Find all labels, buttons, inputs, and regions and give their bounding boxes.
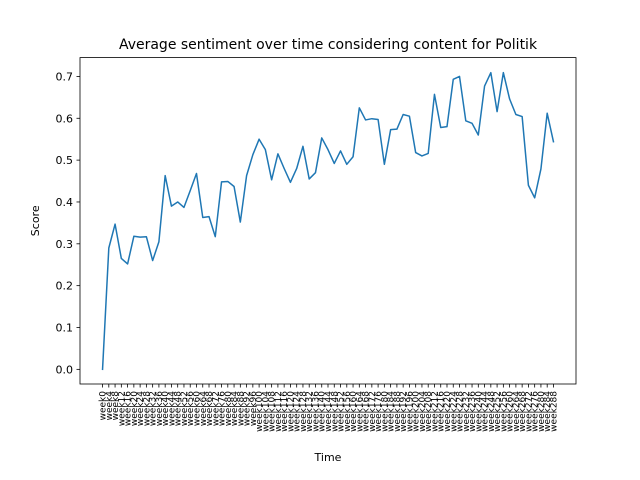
x-tick-label: week60 [192, 391, 202, 426]
y-tick-label: 0.0 [56, 363, 74, 376]
x-tick-label: week116 [280, 391, 290, 432]
x-tick-label: week68 [205, 391, 215, 426]
x-tick-label: week168 [362, 391, 372, 432]
x-tick-label: week240 [474, 391, 484, 432]
x-tick-label: week48 [174, 391, 184, 426]
x-tick-label: week76 [218, 391, 228, 426]
x-tick-label: week152 [337, 391, 347, 432]
x-tick-label: week196 [405, 391, 415, 432]
x-tick-label: week80 [224, 391, 234, 426]
x-tick-label: week164 [355, 391, 365, 432]
x-tick-label: week248 [487, 391, 497, 432]
y-tick-label: 0.1 [56, 322, 74, 335]
x-tick-label: week272 [524, 391, 534, 432]
x-tick-label: week236 [468, 391, 478, 432]
x-tick-label: week192 [399, 391, 409, 432]
x-tick-label: week44 [167, 391, 177, 426]
x-tick-label: week172 [368, 391, 378, 432]
x-tick-label: week188 [393, 391, 403, 432]
x-tick-label: week284 [543, 391, 553, 432]
x-tick-label: week184 [387, 391, 397, 432]
y-tick-label: 0.6 [56, 112, 74, 125]
x-tick-label: week200 [412, 391, 422, 432]
x-tick-label: week36 [155, 391, 165, 426]
x-tick-label: week84 [230, 391, 240, 426]
x-tick-label: week8 [111, 391, 121, 421]
x-tick-label: week4 [105, 391, 115, 421]
y-tick-label: 0.4 [56, 196, 74, 209]
x-tick-label: week124 [293, 391, 303, 432]
x-tick-label: week156 [343, 391, 353, 432]
x-tick-label: week176 [374, 391, 384, 432]
x-tick-label: week16 [124, 391, 134, 426]
y-axis-label: Score [29, 205, 42, 236]
x-tick-label: week208 [424, 391, 434, 432]
x-tick-label: week140 [318, 391, 328, 432]
x-tick-label: week52 [180, 391, 190, 426]
x-tick-label: week28 [142, 391, 152, 426]
x-tick-label: week100 [255, 391, 265, 432]
x-tick-label: week280 [537, 391, 547, 432]
x-axis: week0week4week8week12week16week20week24w… [99, 384, 559, 432]
x-tick-label: week224 [449, 391, 459, 432]
x-tick-label: week276 [531, 391, 541, 432]
y-axis: 0.0 0.1 0.2 0.3 0.4 0.5 0.6 0.7 [56, 70, 80, 376]
y-tick-label: 0.3 [56, 238, 74, 251]
x-tick-label: week160 [349, 391, 359, 432]
x-tick-label: week212 [430, 391, 440, 432]
plot-area [80, 57, 576, 384]
x-tick-label: week96 [249, 391, 259, 426]
x-tick-label: week136 [311, 391, 321, 432]
x-tick-label: week24 [136, 391, 146, 426]
x-tick-label: week244 [481, 391, 491, 432]
x-tick-label: week256 [499, 391, 509, 432]
x-tick-label: week252 [493, 391, 503, 432]
x-tick-label: week88 [236, 391, 246, 426]
chart-title: Average sentiment over time considering … [119, 37, 538, 53]
x-tick-label: week20 [130, 391, 140, 426]
x-tick-label: week268 [518, 391, 528, 432]
x-tick-label: week108 [268, 391, 278, 432]
x-axis-label: Time [314, 451, 342, 464]
x-tick-label: week128 [299, 391, 309, 432]
x-tick-label: week216 [437, 391, 447, 432]
x-tick-label: week220 [443, 391, 453, 432]
x-tick-label: week204 [418, 391, 428, 432]
x-tick-label: week132 [305, 391, 315, 432]
x-tick-label: week232 [462, 391, 472, 432]
series-line [101, 71, 555, 371]
x-tick-label: week120 [286, 391, 296, 432]
x-tick-label: week104 [261, 391, 271, 432]
plot-frame [79, 57, 577, 385]
y-tick-label: 0.5 [56, 154, 74, 167]
y-tick-label: 0.2 [56, 280, 74, 293]
x-tick-label: week0 [99, 391, 109, 421]
x-tick-label: week148 [330, 391, 340, 432]
x-tick-label: week144 [324, 391, 334, 432]
x-tick-label: week264 [512, 391, 522, 432]
x-tick-label: week72 [211, 391, 221, 426]
x-tick-label: week112 [274, 391, 284, 432]
x-tick-label: week32 [149, 391, 159, 426]
x-tick-label: week64 [199, 391, 209, 426]
x-tick-label: week40 [161, 391, 171, 426]
x-tick-label: week260 [506, 391, 516, 432]
x-tick-label: week12 [117, 391, 127, 426]
x-tick-label: week288 [549, 391, 559, 432]
x-tick-label: week56 [186, 391, 196, 426]
x-tick-label: week228 [456, 391, 466, 432]
x-tick-label: week180 [380, 391, 390, 432]
x-tick-label: week92 [243, 391, 253, 426]
y-tick-label: 0.7 [56, 70, 74, 83]
